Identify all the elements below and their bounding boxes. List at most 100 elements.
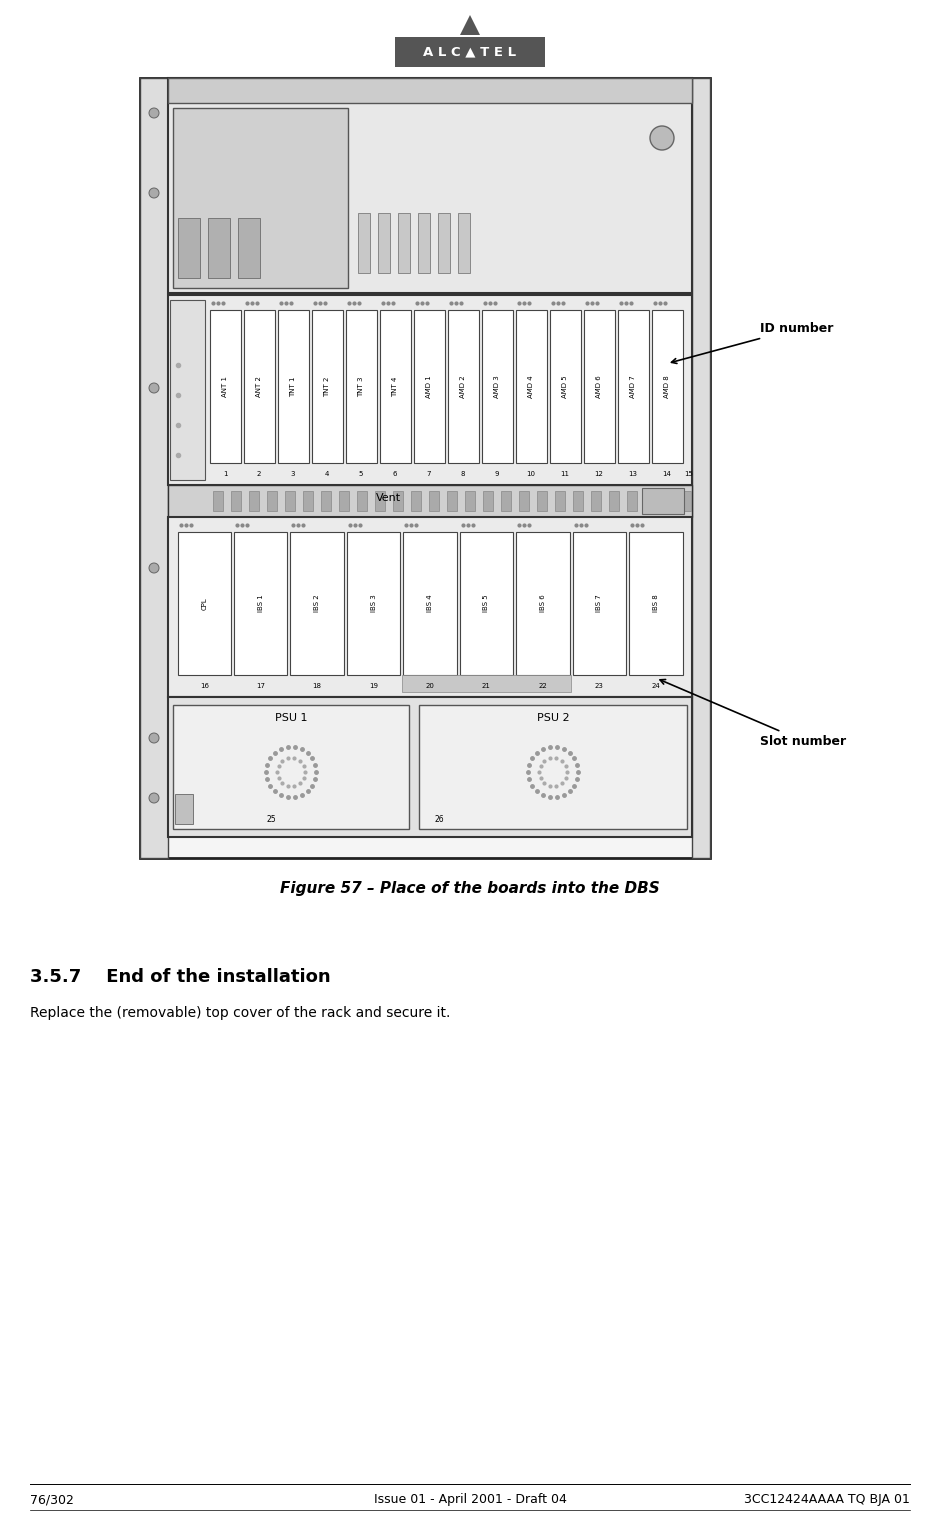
Bar: [168, 484, 692, 516]
Bar: [572, 532, 626, 675]
Bar: [290, 532, 344, 675]
Text: IBS 5: IBS 5: [483, 594, 490, 613]
Bar: [357, 490, 367, 510]
Text: IBS 8: IBS 8: [652, 594, 659, 613]
Bar: [642, 487, 684, 513]
Text: 18: 18: [313, 683, 321, 689]
Bar: [591, 490, 601, 510]
Bar: [170, 299, 205, 480]
Bar: [411, 490, 421, 510]
Bar: [537, 490, 547, 510]
Text: 8: 8: [461, 471, 465, 477]
Text: IBS 4: IBS 4: [427, 594, 433, 613]
Bar: [398, 212, 410, 274]
Bar: [447, 490, 457, 510]
Bar: [403, 532, 457, 675]
Text: 7: 7: [427, 471, 431, 477]
Bar: [401, 675, 572, 692]
Text: 16: 16: [199, 683, 209, 689]
Circle shape: [149, 562, 159, 573]
Text: 1: 1: [223, 471, 227, 477]
Text: Replace the (removable) top cover of the rack and secure it.: Replace the (removable) top cover of the…: [30, 1005, 450, 1021]
Bar: [419, 704, 687, 830]
Bar: [208, 219, 230, 278]
Text: IBS 7: IBS 7: [596, 594, 603, 613]
Circle shape: [149, 733, 159, 743]
Text: 11: 11: [560, 471, 570, 477]
Text: 3.5.7    End of the installation: 3.5.7 End of the installation: [30, 969, 331, 986]
Text: AMD 3: AMD 3: [494, 376, 500, 397]
Text: ID number: ID number: [671, 322, 834, 364]
Bar: [277, 310, 308, 463]
Bar: [378, 212, 390, 274]
Text: 10: 10: [526, 471, 536, 477]
Bar: [395, 37, 545, 67]
Bar: [347, 532, 400, 675]
Text: 15: 15: [684, 471, 694, 477]
Circle shape: [149, 384, 159, 393]
Bar: [168, 295, 692, 484]
Bar: [584, 310, 615, 463]
Text: CPL: CPL: [201, 597, 207, 610]
Bar: [339, 490, 349, 510]
Bar: [168, 78, 692, 102]
Bar: [629, 532, 682, 675]
Bar: [460, 532, 513, 675]
Bar: [465, 490, 475, 510]
Text: AMD 7: AMD 7: [630, 376, 636, 397]
Text: AMD 4: AMD 4: [528, 376, 534, 397]
Text: 26: 26: [434, 814, 444, 824]
Bar: [175, 795, 193, 824]
Bar: [178, 532, 231, 675]
Bar: [234, 532, 288, 675]
Bar: [555, 490, 565, 510]
Text: Slot number: Slot number: [660, 680, 846, 747]
Bar: [627, 490, 637, 510]
Text: 13: 13: [629, 471, 637, 477]
Text: IBS 6: IBS 6: [540, 594, 546, 613]
Bar: [321, 490, 331, 510]
Text: 3CC12424AAAA TQ BJA 01: 3CC12424AAAA TQ BJA 01: [744, 1493, 910, 1507]
Text: TNT 2: TNT 2: [324, 376, 330, 397]
Text: Issue 01 - April 2001 - Draft 04: Issue 01 - April 2001 - Draft 04: [373, 1493, 567, 1507]
Text: AMD 2: AMD 2: [460, 376, 466, 397]
Bar: [178, 219, 200, 278]
Bar: [438, 212, 450, 274]
Polygon shape: [460, 15, 480, 35]
Text: AMD 8: AMD 8: [664, 376, 670, 397]
Text: Figure 57 – Place of the boards into the DBS: Figure 57 – Place of the boards into the…: [280, 880, 660, 895]
Bar: [267, 490, 277, 510]
Text: 24: 24: [651, 683, 660, 689]
Circle shape: [149, 188, 159, 199]
Bar: [140, 78, 710, 859]
Bar: [609, 490, 619, 510]
Bar: [393, 490, 403, 510]
Circle shape: [650, 125, 674, 150]
Bar: [213, 490, 223, 510]
Text: 76/302: 76/302: [30, 1493, 74, 1507]
Bar: [645, 490, 655, 510]
Bar: [346, 310, 377, 463]
Bar: [651, 310, 682, 463]
Bar: [173, 108, 348, 287]
Bar: [414, 310, 445, 463]
Text: AMD 6: AMD 6: [596, 376, 602, 397]
Bar: [681, 490, 691, 510]
Bar: [285, 490, 295, 510]
Text: ANT 2: ANT 2: [256, 376, 262, 397]
Bar: [375, 490, 385, 510]
Bar: [447, 310, 478, 463]
Circle shape: [149, 108, 159, 118]
Text: IBS 1: IBS 1: [258, 594, 263, 613]
Bar: [516, 532, 570, 675]
Bar: [458, 212, 470, 274]
Text: 9: 9: [494, 471, 499, 477]
Bar: [168, 516, 692, 697]
Bar: [231, 490, 241, 510]
Text: TNT 3: TNT 3: [358, 376, 364, 397]
Text: 4: 4: [325, 471, 329, 477]
Text: IBS 2: IBS 2: [314, 594, 321, 613]
Text: PSU 2: PSU 2: [537, 714, 570, 723]
Circle shape: [149, 793, 159, 804]
Bar: [140, 78, 168, 859]
